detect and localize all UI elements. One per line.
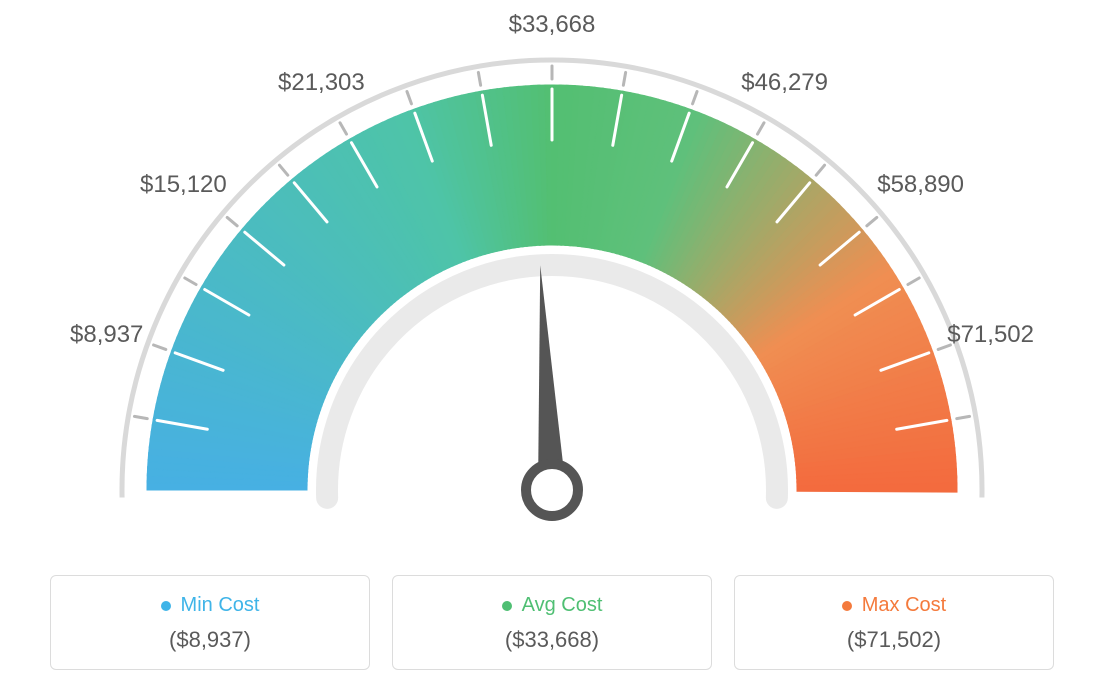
chart-container: $8,937 $15,120 $21,303 $33,668 $46,279 $58,89… bbox=[0, 0, 1104, 690]
scale-label: $71,502 bbox=[947, 321, 1034, 348]
avg-dot-icon bbox=[502, 601, 512, 611]
avg-cost-title: Avg Cost bbox=[522, 594, 603, 617]
gauge-svg: $8,937 $15,120 $21,303 $33,668 $46,279 $58,89… bbox=[0, 0, 1104, 540]
min-cost-title: Min Cost bbox=[181, 594, 260, 617]
avg-cost-card: Avg Cost ($33,668) bbox=[392, 575, 712, 670]
avg-cost-value: ($33,668) bbox=[403, 627, 701, 653]
scale-label: $21,303 bbox=[278, 69, 365, 96]
gauge-hub bbox=[526, 464, 578, 516]
max-dot-icon bbox=[842, 601, 852, 611]
min-cost-card: Min Cost ($8,937) bbox=[50, 575, 370, 670]
scale-label: $8,937 bbox=[70, 321, 143, 348]
max-cost-title: Max Cost bbox=[862, 594, 946, 617]
scale-label: $15,120 bbox=[140, 171, 227, 198]
summary-cards: Min Cost ($8,937) Avg Cost ($33,668) Max… bbox=[50, 575, 1054, 670]
gauge: $8,937 $15,120 $21,303 $33,668 $46,279 $58,89… bbox=[0, 0, 1104, 540]
max-cost-card: Max Cost ($71,502) bbox=[734, 575, 1054, 670]
scale-label: $33,668 bbox=[509, 11, 596, 38]
scale-label: $58,890 bbox=[877, 171, 964, 198]
min-cost-value: ($8,937) bbox=[61, 627, 359, 653]
min-dot-icon bbox=[161, 601, 171, 611]
scale-label: $46,279 bbox=[741, 69, 828, 96]
max-cost-value: ($71,502) bbox=[745, 627, 1043, 653]
